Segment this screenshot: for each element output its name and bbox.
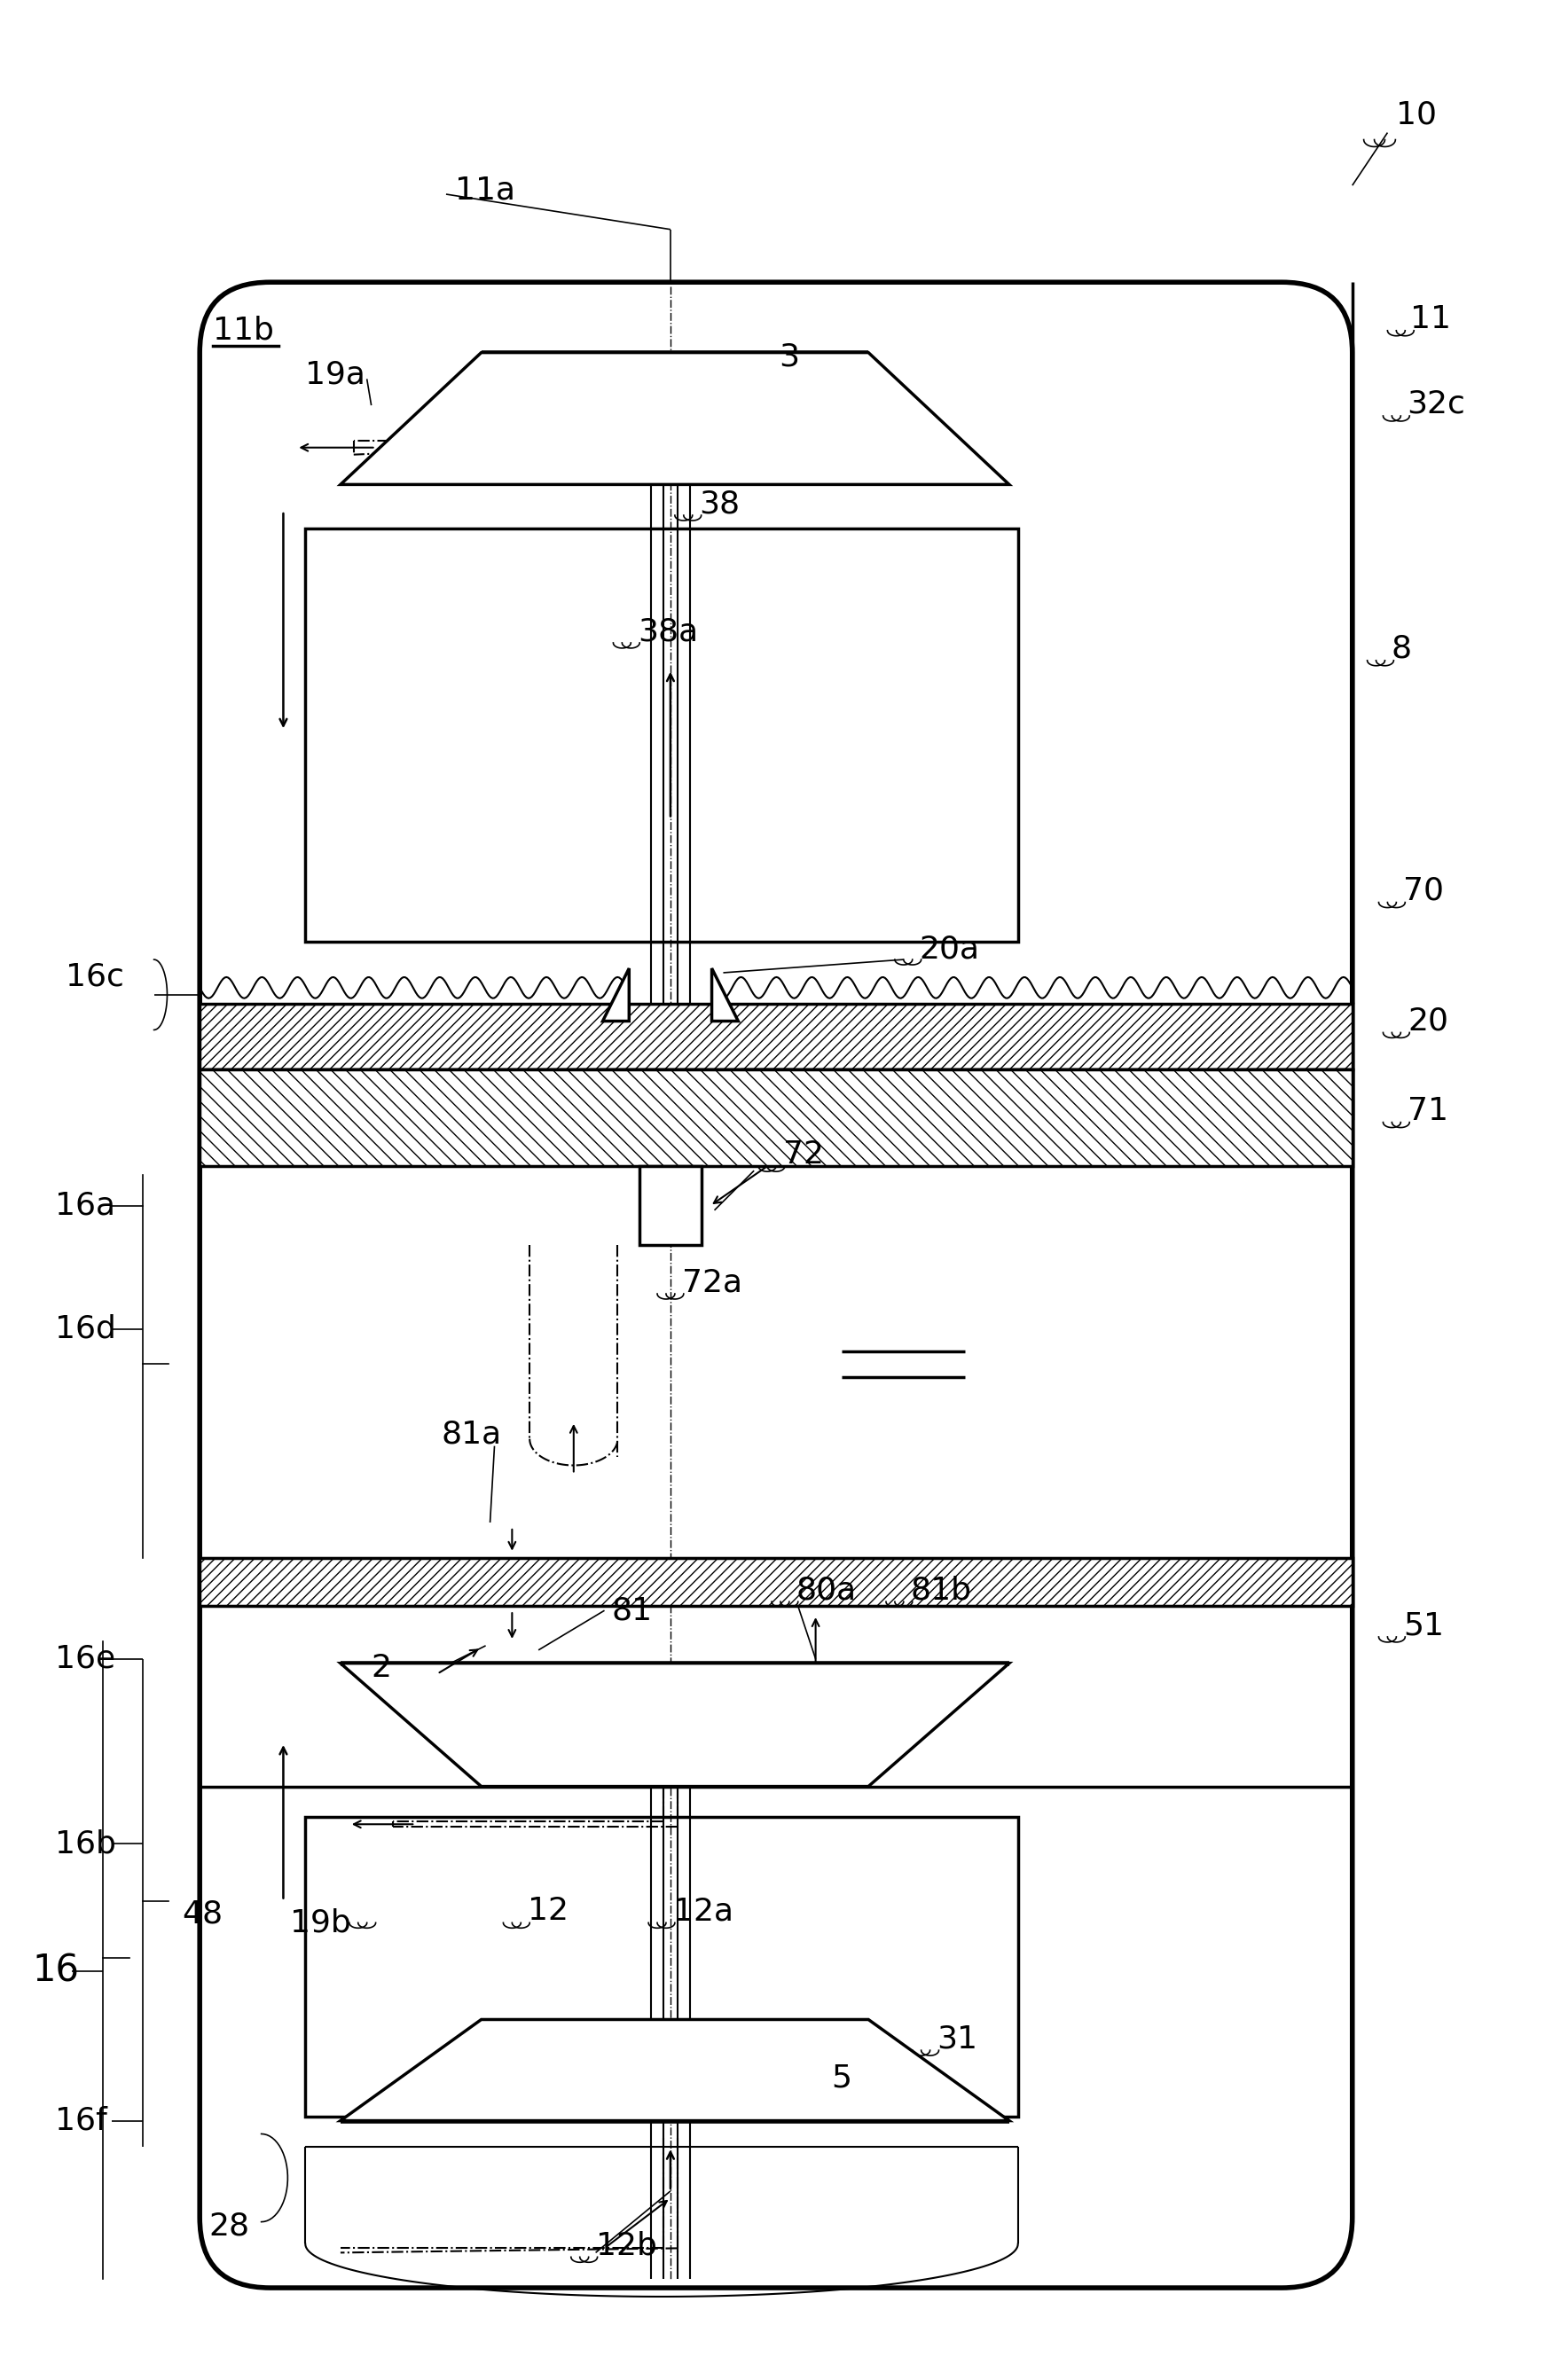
Text: 12b: 12b	[596, 2230, 657, 2261]
Text: 81a: 81a	[442, 1418, 502, 1449]
Polygon shape	[603, 969, 629, 1021]
Text: 16e: 16e	[54, 1645, 114, 1673]
Text: 72: 72	[783, 1140, 823, 1171]
Text: 16b: 16b	[54, 1828, 116, 1859]
Text: 12a: 12a	[674, 1897, 734, 1925]
FancyBboxPatch shape	[199, 283, 1352, 2287]
Text: 16a: 16a	[54, 1190, 114, 1221]
Text: 72a: 72a	[681, 1266, 742, 1297]
Text: 48: 48	[182, 1899, 222, 1930]
Text: 16d: 16d	[54, 1314, 116, 1345]
Bar	[306, 1818, 1018, 2116]
Bar	[199, 1069, 1352, 1166]
Text: 3: 3	[779, 343, 799, 371]
Text: 51: 51	[1403, 1611, 1445, 1640]
Bar	[306, 528, 1018, 942]
Text: 28: 28	[209, 2211, 249, 2242]
Text: 81b: 81b	[910, 1576, 972, 1606]
Text: 38a: 38a	[638, 616, 698, 647]
Text: 70: 70	[1403, 876, 1445, 907]
Text: 20a: 20a	[919, 933, 980, 964]
Text: 80a: 80a	[796, 1576, 856, 1606]
Polygon shape	[340, 1664, 1009, 1787]
Text: 16c: 16c	[66, 962, 125, 992]
Text: 5: 5	[831, 2063, 851, 2094]
Text: 11: 11	[1411, 305, 1451, 333]
Text: 16f: 16f	[54, 2106, 107, 2135]
Text: 11b: 11b	[213, 317, 273, 345]
Text: 20: 20	[1407, 1007, 1449, 1035]
Text: 38: 38	[700, 488, 740, 519]
Text: 19b: 19b	[290, 1909, 351, 1937]
Text: 12: 12	[528, 1897, 569, 1925]
Text: 19a: 19a	[306, 359, 366, 390]
Text: 8: 8	[1390, 633, 1412, 664]
Text: 31: 31	[936, 2023, 978, 2054]
Text: 16: 16	[32, 1952, 79, 1990]
Text: 2: 2	[371, 1652, 392, 1683]
Polygon shape	[712, 969, 739, 1021]
Bar	[640, 1166, 701, 1245]
Text: 32c: 32c	[1407, 388, 1465, 419]
Bar	[199, 1069, 793, 1119]
Polygon shape	[340, 352, 1009, 486]
Text: 10: 10	[1397, 100, 1437, 131]
Bar	[199, 1004, 1352, 1069]
Text: 81: 81	[612, 1595, 652, 1626]
Polygon shape	[340, 2021, 1009, 2121]
Bar	[199, 1557, 1352, 1606]
Text: 71: 71	[1407, 1095, 1449, 1126]
Bar	[743, 1069, 1352, 1119]
Text: 11a: 11a	[454, 174, 514, 205]
